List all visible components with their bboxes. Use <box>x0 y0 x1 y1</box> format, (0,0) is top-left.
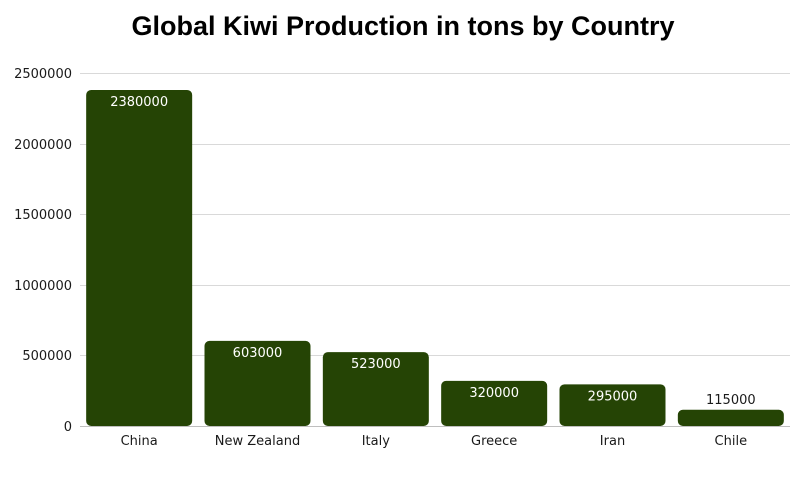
category-label: Chile <box>715 434 748 449</box>
bar-new-zealand <box>204 340 311 426</box>
data-label: 320000 <box>469 386 519 401</box>
data-label: 115000 <box>706 393 756 408</box>
category-label: China <box>121 434 158 449</box>
bars <box>86 89 784 426</box>
category-label: Iran <box>600 434 625 449</box>
data-label: 295000 <box>588 389 638 404</box>
bar-chile <box>677 409 784 426</box>
y-tick-label: 2500000 <box>14 67 72 82</box>
y-axis-tick-labels: 0 500000 1000000 1500000 2000000 2500000 <box>14 67 72 435</box>
bar-italy <box>322 352 429 426</box>
grid-lines <box>80 73 790 427</box>
x-axis-category-labels: China New Zealand Italy Greece Iran Chile <box>121 434 748 449</box>
category-label: New Zealand <box>215 434 300 449</box>
y-tick-label: 2000000 <box>14 138 72 153</box>
bar-greece <box>441 380 548 426</box>
data-labels: 2380000 603000 523000 320000 295000 115000 <box>110 95 755 408</box>
y-tick-label: 1000000 <box>14 279 72 294</box>
data-label: 523000 <box>351 357 401 372</box>
y-tick-label: 1500000 <box>14 208 72 223</box>
bar-iran <box>559 384 666 426</box>
chart-title: Global Kiwi Production in tons by Countr… <box>131 11 675 41</box>
category-label: Greece <box>471 434 517 449</box>
y-tick-label: 0 <box>64 420 72 435</box>
bar-china <box>86 89 193 426</box>
data-label: 2380000 <box>110 95 168 110</box>
category-label: Italy <box>362 434 391 449</box>
data-label: 603000 <box>233 346 283 361</box>
y-tick-label: 500000 <box>22 349 72 364</box>
